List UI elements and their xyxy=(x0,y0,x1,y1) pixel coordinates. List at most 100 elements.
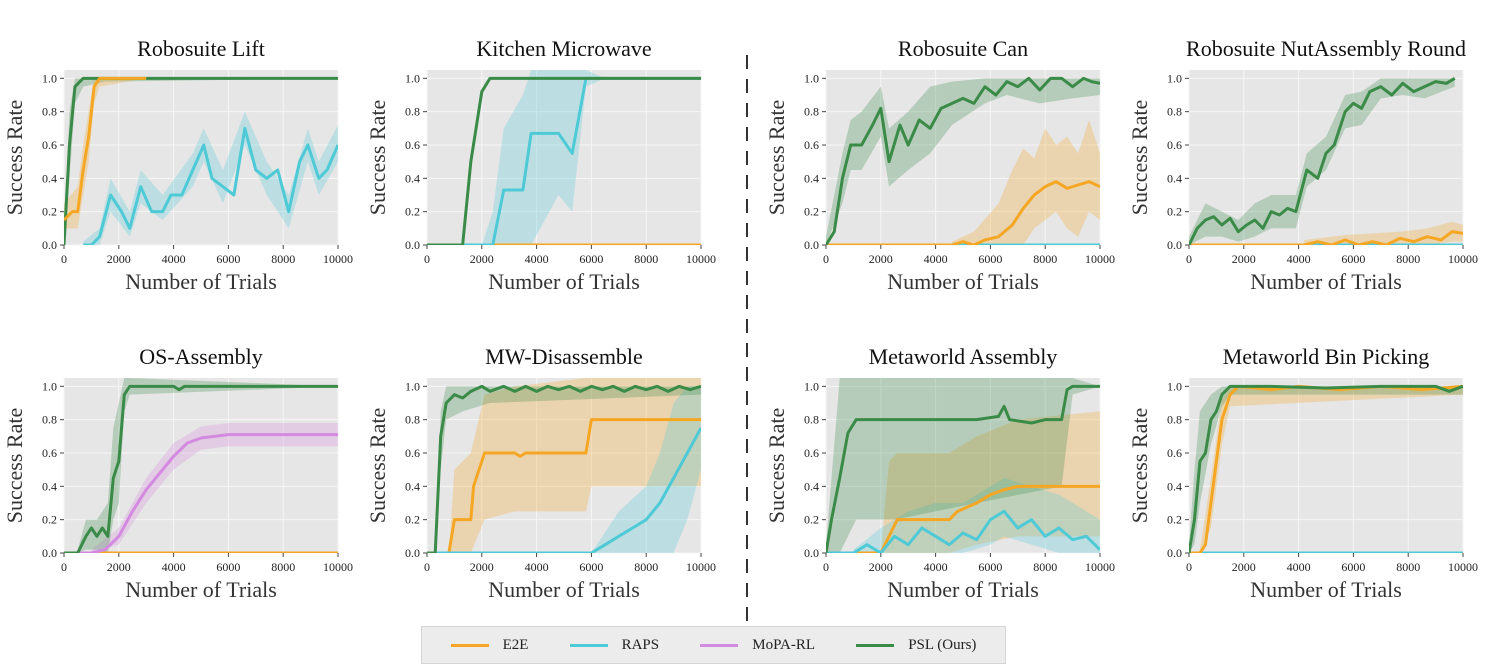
legend: E2E RAPS MoPA-RL PSL (Ours) xyxy=(421,626,1006,664)
x-tick-label: 0 xyxy=(424,252,430,266)
legend-entry-e2e: E2E xyxy=(450,636,529,654)
legend-entry-raps: RAPS xyxy=(569,636,660,654)
x-tick-label: 4000 xyxy=(525,252,549,266)
x-tick-label: 10000 xyxy=(686,560,716,574)
series-line-raps xyxy=(826,509,1100,553)
x-tick-label: 2000 xyxy=(107,252,131,266)
y-tick-label: 1.0 xyxy=(42,379,57,393)
y-tick-label: 1.0 xyxy=(1167,71,1182,85)
x-tick-label: 0 xyxy=(61,560,67,574)
legend-label-raps: RAPS xyxy=(621,636,660,653)
chart-robosuite-can: 0 2000 4000 6000 8000 10000 0.0 0.2 0.4 0.6 0.8 1.0… xyxy=(764,36,1115,294)
band-psl-ours xyxy=(77,378,338,553)
x-tick-label: 4000 xyxy=(924,252,948,266)
y-tick-label: 0.2 xyxy=(42,513,57,527)
series-line-raps xyxy=(83,126,338,245)
series-line-psl-ours xyxy=(427,384,701,553)
y-tick-label: 1.0 xyxy=(405,71,420,85)
y-tick-label: 0.8 xyxy=(1167,105,1182,119)
y-tick-label: 0.6 xyxy=(804,138,819,152)
y-tick-label: 0.4 xyxy=(804,171,819,185)
y-tick-label: 0.8 xyxy=(42,105,57,119)
y-tick-label: 0.8 xyxy=(405,105,420,119)
x-tick-label: 0 xyxy=(1186,252,1192,266)
chart-title: Kitchen Microwave xyxy=(476,36,651,61)
x-tick-label: 4000 xyxy=(162,560,186,574)
chart-kitchen-microwave: 0 2000 4000 6000 8000 10000 0.0 0.2 0.4 0.6 0.8 1.0… xyxy=(365,36,716,294)
x-tick-label: 0 xyxy=(823,560,829,574)
band-e2e xyxy=(880,411,1100,553)
y-axis-label: Success Rate xyxy=(764,100,789,215)
chart-title: Metaworld Assembly xyxy=(869,344,1058,369)
y-tick-label: 0.2 xyxy=(42,205,57,219)
x-tick-label: 4000 xyxy=(924,560,948,574)
y-axis-label: Success Rate xyxy=(1127,100,1152,215)
x-axis-label: Number of Trials xyxy=(887,577,1039,602)
y-tick-label: 0.4 xyxy=(804,479,819,493)
y-tick-label: 0.0 xyxy=(1167,546,1182,560)
y-tick-label: 0.6 xyxy=(405,446,420,460)
x-tick-label: 0 xyxy=(61,252,67,266)
x-axis-label: Number of Trials xyxy=(887,269,1039,294)
plot-area xyxy=(1189,378,1463,553)
y-axis-label: Success Rate xyxy=(365,408,390,523)
y-tick-label: 0.4 xyxy=(42,171,57,185)
series-line-e2e xyxy=(427,418,701,553)
x-axis-label: Number of Trials xyxy=(125,577,277,602)
y-tick-label: 0.8 xyxy=(804,413,819,427)
y-axis-label: Success Rate xyxy=(764,408,789,523)
x-tick-label: 6000 xyxy=(579,560,603,574)
legend-label-e2e: E2E xyxy=(502,636,529,653)
y-tick-label: 0.8 xyxy=(42,413,57,427)
x-tick-label: 2000 xyxy=(470,560,494,574)
x-tick-label: 2000 xyxy=(1232,252,1256,266)
x-tick-label: 10000 xyxy=(1085,252,1115,266)
x-tick-label: 8000 xyxy=(1396,560,1420,574)
chart-title: Robosuite Can xyxy=(898,36,1028,61)
chart-mw-disassemble: 0 2000 4000 6000 8000 10000 0.0 0.2 0.4 0.6 0.8 1.0… xyxy=(365,344,716,602)
chart-metaworld-bin-picking: 0 2000 4000 6000 8000 10000 0.0 0.2 0.4 0.6 0.8 1.0… xyxy=(1127,344,1478,602)
y-tick-label: 1.0 xyxy=(42,71,57,85)
y-tick-label: 0.0 xyxy=(405,238,420,252)
chart-title: OS-Assembly xyxy=(139,344,262,369)
chart-os-assembly: 0 2000 4000 6000 8000 10000 0.0 0.2 0.4 0.6 0.8 1.0… xyxy=(2,344,353,602)
plot-area xyxy=(826,378,1100,553)
x-tick-label: 8000 xyxy=(634,560,658,574)
x-tick-label: 6000 xyxy=(978,252,1002,266)
y-axis-label: Success Rate xyxy=(1127,408,1152,523)
x-tick-label: 4000 xyxy=(1287,252,1311,266)
plot-series xyxy=(1189,77,1463,245)
y-tick-label: 0.0 xyxy=(804,546,819,560)
y-tick-label: 1.0 xyxy=(804,379,819,393)
x-tick-label: 4000 xyxy=(1287,560,1311,574)
y-tick-label: 1.0 xyxy=(804,71,819,85)
x-tick-label: 0 xyxy=(424,560,430,574)
x-tick-label: 6000 xyxy=(1341,252,1365,266)
y-tick-label: 0.2 xyxy=(804,205,819,219)
chart-robosuite-nutassembly-round: 0 2000 4000 6000 8000 10000 0.0 0.2 0.4 0.6 0.8 1.0… xyxy=(1127,36,1478,294)
series-line-psl-ours xyxy=(1189,384,1463,553)
x-tick-label: 0 xyxy=(823,252,829,266)
y-tick-label: 0.6 xyxy=(804,446,819,460)
series-line-e2e xyxy=(826,180,1100,245)
x-tick-label: 8000 xyxy=(1396,252,1420,266)
x-tick-label: 10000 xyxy=(686,252,716,266)
x-tick-label: 10000 xyxy=(1448,252,1478,266)
x-tick-label: 10000 xyxy=(1085,560,1115,574)
band-e2e xyxy=(448,378,701,553)
y-tick-label: 0.2 xyxy=(1167,205,1182,219)
y-tick-label: 0.6 xyxy=(42,138,57,152)
y-tick-label: 0.4 xyxy=(1167,171,1182,185)
y-tick-label: 0.2 xyxy=(804,513,819,527)
y-tick-label: 0.8 xyxy=(804,105,819,119)
series-line-psl-ours xyxy=(826,384,1100,553)
x-tick-label: 8000 xyxy=(1033,252,1057,266)
plot-series xyxy=(826,76,1100,245)
x-tick-label: 0 xyxy=(1186,560,1192,574)
y-tick-label: 0.6 xyxy=(405,138,420,152)
series-line-psl-ours xyxy=(826,76,1100,245)
y-tick-label: 0.2 xyxy=(1167,513,1182,527)
x-tick-label: 10000 xyxy=(1448,560,1478,574)
y-tick-label: 0.2 xyxy=(405,205,420,219)
